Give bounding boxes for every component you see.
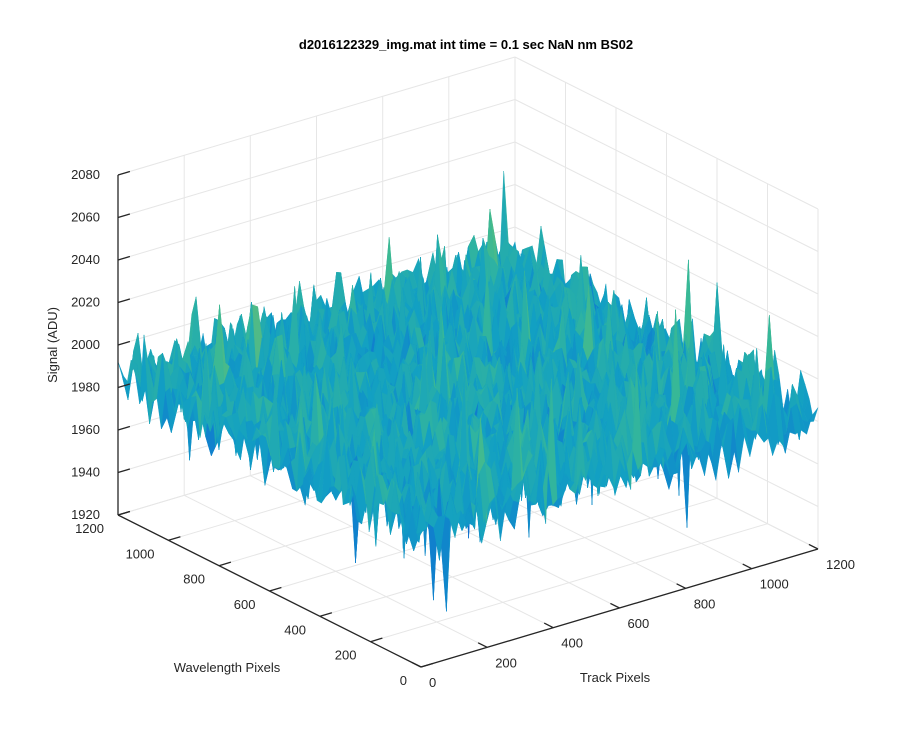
z-tick-mark [117,468,131,474]
surface-plot [117,170,819,612]
z-tick-label: 2040 [71,252,100,267]
z-tick-mark [117,425,131,431]
y-tick-label: 800 [183,572,205,587]
z-tick-mark [117,340,131,346]
y-tick-label: 1200 [75,521,104,536]
x-tick-label: 1200 [826,557,855,572]
x-tick-label: 400 [561,636,583,651]
y-tick-mark [319,612,333,617]
grid-line [117,226,516,346]
y-tick-mark [370,637,383,643]
z-tick-mark [117,255,131,261]
y-tick-label: 600 [234,597,256,612]
x-tick-mark [676,583,686,589]
x-tick-label: 200 [495,655,517,670]
z-tick-label: 1940 [71,465,100,480]
z-tick-label: 2020 [71,295,100,310]
x-tick-mark [808,543,819,550]
z-tick-mark [117,510,131,516]
grid-line [514,184,819,337]
y-tick-mark [269,586,282,592]
grid-line [514,99,819,252]
x-tick-mark [411,661,422,668]
grid-line [319,497,718,617]
x-tick-label: 800 [694,596,716,611]
x-tick-label: 600 [628,616,650,631]
grid-line [117,141,516,261]
x-tick-mark [742,563,753,570]
x-tick-label: 0 [429,675,436,690]
z-tick-mark [117,298,131,304]
z-tick-label: 1920 [71,507,100,522]
z-tick-label: 2000 [71,337,100,352]
z-tick-label: 1960 [71,422,100,437]
y-tick-mark [168,536,181,541]
z-tick-mark [117,170,131,176]
z-tick-mark [117,213,131,219]
grid-line [370,523,768,643]
y-tick-mark [420,662,434,668]
grid-line [514,141,819,295]
x-tick-mark [477,642,488,648]
z-tick-label: 1980 [71,380,100,395]
y-tick-label: 400 [284,622,306,637]
y-tick-label: 1000 [126,546,155,561]
grid-line [117,56,516,176]
grid-line [117,99,516,218]
x-tick-mark [543,622,554,629]
y-tick-label: 200 [335,648,357,663]
grid-line [269,472,667,592]
z-tick-label: 2060 [71,210,100,225]
grid-line [514,56,819,210]
y-tick-label: 0 [400,673,407,688]
x-tick-mark [610,602,620,609]
x-tick-label: 1000 [760,577,789,592]
y-tick-mark [218,561,232,567]
z-tick-label: 2080 [71,167,100,182]
grid-line [117,184,516,303]
